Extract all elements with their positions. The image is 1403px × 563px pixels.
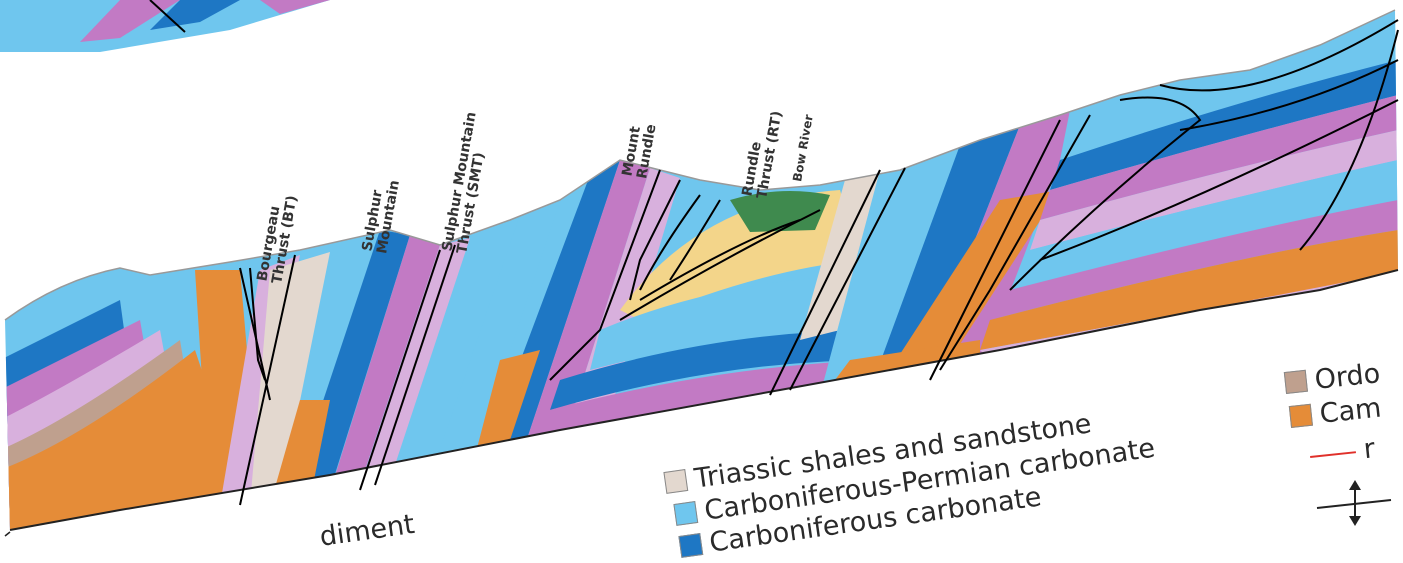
fault-lines	[239, 19, 1399, 506]
inset-fragment	[0, 0, 330, 52]
swatch-carboniferous-permian	[673, 501, 699, 526]
fold-axis-symbol-icon	[1316, 480, 1392, 526]
swatch-cambrian	[1288, 403, 1313, 428]
swatch-red-line	[1310, 450, 1356, 458]
cross-section-diagram	[0, 0, 1399, 537]
swatch-ordovician	[1283, 369, 1308, 394]
swatch-carboniferous	[678, 533, 704, 558]
swatch-triassic	[663, 469, 689, 494]
strata	[4, 9, 1399, 537]
